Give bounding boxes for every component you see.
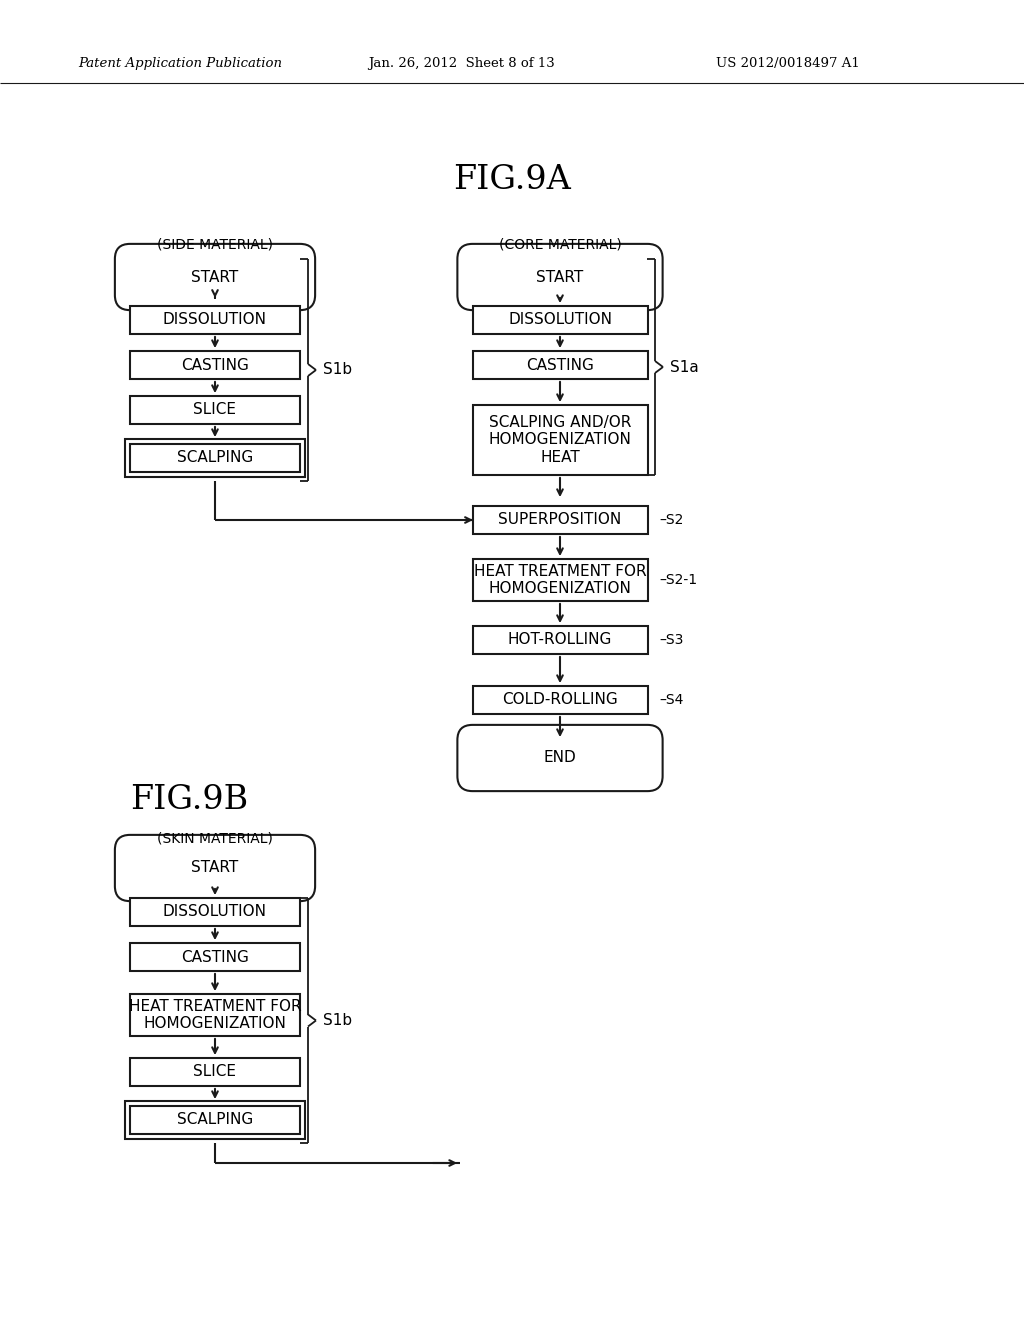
Text: SCALPING: SCALPING <box>177 1113 253 1127</box>
Text: END: END <box>544 751 577 766</box>
Text: FIG.9A: FIG.9A <box>453 164 571 195</box>
Text: Patent Application Publication: Patent Application Publication <box>78 57 282 70</box>
Bar <box>130 942 300 972</box>
Bar <box>130 1106 300 1134</box>
Text: US 2012/0018497 A1: US 2012/0018497 A1 <box>716 57 860 70</box>
Text: SCALPING AND/OR
HOMOGENIZATION
HEAT: SCALPING AND/OR HOMOGENIZATION HEAT <box>488 414 632 465</box>
Bar <box>130 306 300 334</box>
Text: SCALPING: SCALPING <box>177 450 253 466</box>
Text: S1b: S1b <box>323 1012 352 1028</box>
Text: (CORE MATERIAL): (CORE MATERIAL) <box>499 238 622 252</box>
Bar <box>472 306 647 334</box>
Text: –S4: –S4 <box>659 693 683 708</box>
Text: HOT-ROLLING: HOT-ROLLING <box>508 632 612 648</box>
Text: START: START <box>191 861 239 875</box>
Bar <box>130 396 300 424</box>
Text: DISSOLUTION: DISSOLUTION <box>163 313 267 327</box>
Text: HEAT TREATMENT FOR
HOMOGENIZATION: HEAT TREATMENT FOR HOMOGENIZATION <box>129 999 301 1031</box>
Text: FIG.9B: FIG.9B <box>130 784 248 816</box>
Bar <box>125 440 305 477</box>
Bar <box>130 898 300 927</box>
Text: COLD-ROLLING: COLD-ROLLING <box>502 693 617 708</box>
Bar <box>130 351 300 379</box>
Text: DISSOLUTION: DISSOLUTION <box>163 904 267 920</box>
Bar <box>472 351 647 379</box>
Text: S1b: S1b <box>323 363 352 378</box>
FancyBboxPatch shape <box>458 725 663 791</box>
Bar <box>130 444 300 473</box>
Text: (SIDE MATERIAL): (SIDE MATERIAL) <box>157 238 273 252</box>
Text: CASTING: CASTING <box>181 358 249 372</box>
Bar <box>472 405 647 475</box>
Bar <box>472 626 647 653</box>
FancyBboxPatch shape <box>115 244 315 310</box>
Text: –S2-1: –S2-1 <box>659 573 697 587</box>
Text: S1a: S1a <box>670 359 698 375</box>
Bar <box>472 558 647 601</box>
Text: START: START <box>537 269 584 285</box>
Bar <box>130 1059 300 1086</box>
Text: –S2: –S2 <box>659 513 683 527</box>
Text: Jan. 26, 2012  Sheet 8 of 13: Jan. 26, 2012 Sheet 8 of 13 <box>368 57 555 70</box>
Text: CASTING: CASTING <box>526 358 594 372</box>
Bar <box>125 1101 305 1139</box>
Text: HEAT TREATMENT FOR
HOMOGENIZATION: HEAT TREATMENT FOR HOMOGENIZATION <box>474 564 646 597</box>
FancyBboxPatch shape <box>115 834 315 902</box>
Text: START: START <box>191 269 239 285</box>
Bar <box>130 994 300 1036</box>
Text: DISSOLUTION: DISSOLUTION <box>508 313 612 327</box>
Text: SLICE: SLICE <box>194 1064 237 1080</box>
Text: –S3: –S3 <box>659 634 683 647</box>
Text: SLICE: SLICE <box>194 403 237 417</box>
Text: (SKIN MATERIAL): (SKIN MATERIAL) <box>157 832 273 845</box>
Bar <box>472 686 647 714</box>
Bar <box>472 506 647 535</box>
FancyBboxPatch shape <box>458 244 663 310</box>
Text: SUPERPOSITION: SUPERPOSITION <box>499 512 622 528</box>
Text: CASTING: CASTING <box>181 949 249 965</box>
